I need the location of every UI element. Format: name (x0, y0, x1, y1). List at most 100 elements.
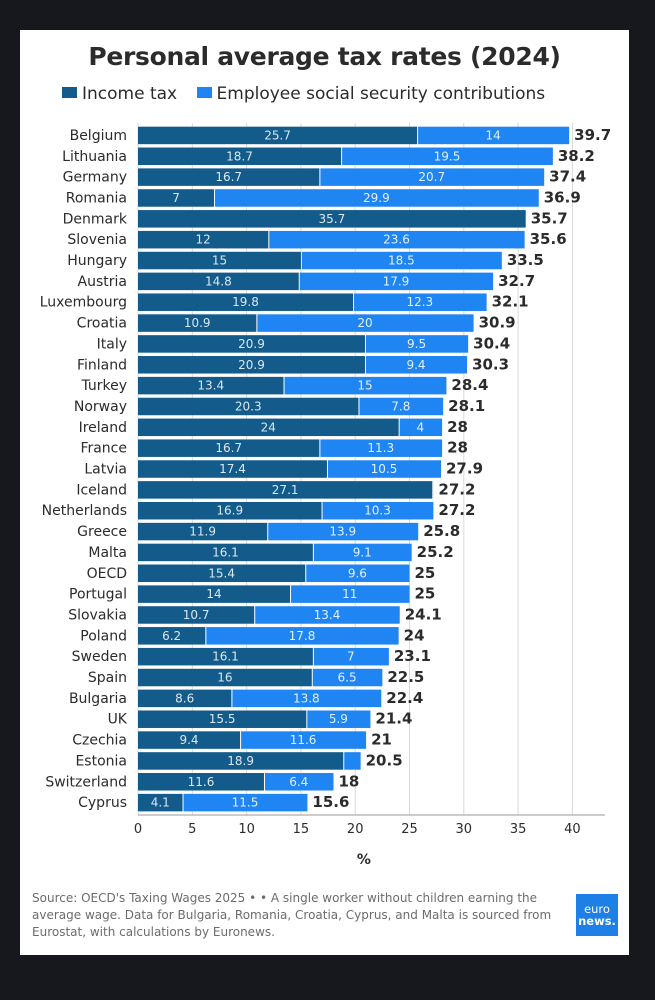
data-label-income: 16 (217, 671, 232, 685)
data-label-total: 39.7 (574, 126, 611, 144)
bar-income (138, 501, 322, 520)
bar-social (306, 564, 410, 583)
data-label-income: 16.7 (215, 170, 242, 184)
data-label-social: 6.5 (338, 671, 357, 685)
data-label-total: 28 (447, 439, 468, 457)
bar-income (138, 147, 342, 166)
x-axis-label: % (357, 852, 371, 868)
category-label: Ireland (79, 420, 127, 436)
bar-social (255, 606, 400, 624)
category-label: Croatia (77, 316, 127, 332)
data-label-social: 9.6 (348, 566, 367, 580)
data-label-total: 27.9 (446, 460, 483, 478)
data-label-social: 9.1 (353, 545, 372, 559)
legend-swatch-income (62, 87, 77, 98)
category-label: Hungary (67, 253, 127, 269)
data-label-social: 11 (342, 587, 357, 601)
data-label-income: 16.1 (212, 650, 239, 664)
category-label: Romania (66, 190, 127, 206)
data-label-income: 27.1 (272, 483, 299, 497)
x-tick-label: 40 (564, 822, 581, 837)
x-tick-label: 25 (401, 822, 418, 837)
data-label-income: 12 (196, 233, 211, 247)
data-label-total: 25.8 (423, 522, 460, 540)
data-label-social: 13.9 (329, 525, 356, 539)
bar-income (138, 356, 365, 374)
data-label-social: 17.9 (383, 274, 410, 288)
data-label-social: 13.8 (293, 691, 320, 705)
data-label-income: 16.7 (215, 441, 242, 455)
data-label-income: 15.5 (209, 712, 236, 726)
bar-income (138, 460, 327, 478)
bar-social (354, 293, 487, 311)
data-label-social: 9.4 (406, 358, 425, 372)
data-label-income: 6.2 (162, 629, 181, 643)
data-label-income: 20.9 (238, 358, 265, 372)
data-label-social: 4 (417, 420, 425, 434)
data-label-social: 20.7 (418, 170, 445, 184)
bar-income (138, 481, 433, 499)
bar-social (206, 627, 399, 645)
category-label: Denmark (63, 211, 128, 227)
bar-social (313, 647, 389, 666)
bar-income (138, 668, 312, 687)
data-label-total: 32.7 (498, 272, 535, 290)
category-label: Greece (77, 524, 127, 540)
category-label: Portugal (69, 587, 127, 603)
bar-social (264, 773, 334, 791)
data-label-income: 4.1 (151, 796, 170, 810)
bar-social (301, 251, 502, 270)
bar-social (183, 793, 308, 812)
data-label-social: 14 (485, 128, 500, 142)
data-label-total: 37.4 (549, 168, 586, 186)
category-label: Iceland (76, 482, 127, 498)
data-label-total: 25 (415, 564, 436, 582)
bar-income (138, 272, 299, 291)
legend: Income tax Employee social security cont… (62, 84, 559, 104)
category-label: OECD (87, 566, 127, 582)
category-label: Sweden (72, 649, 127, 665)
data-label-social: 23.6 (383, 233, 410, 247)
bar-income (138, 397, 359, 416)
data-label-total: 27.2 (438, 480, 475, 498)
bar-income (138, 627, 206, 645)
data-label-income: 7 (172, 191, 180, 205)
category-label: UK (108, 712, 128, 728)
bar-social (418, 126, 570, 145)
legend-item-social: Employee social security contributions (196, 84, 545, 104)
bar-income (138, 230, 269, 249)
data-label-income: 16.1 (212, 545, 239, 559)
category-label: Poland (80, 628, 127, 644)
legend-item-income: Income tax (62, 84, 177, 104)
data-label-total: 22.5 (387, 668, 424, 686)
category-label: Slovenia (67, 232, 127, 248)
bar-social (327, 460, 442, 478)
bar-income (138, 773, 264, 791)
data-label-total: 21.4 (375, 710, 412, 728)
category-label: Slovakia (68, 607, 127, 623)
bar-chart: 0 5 10 15 20 25 30 35 40% Belgium 25.7 14 39.7 Lithua… (40, 123, 611, 868)
category-label: Cyprus (78, 795, 127, 811)
data-label-total: 36.9 (544, 188, 581, 206)
bar-social (307, 710, 371, 728)
category-label: Germany (63, 170, 127, 186)
data-label-total: 22.4 (386, 689, 423, 707)
data-label-income: 35.7 (318, 212, 345, 226)
bar-income (138, 210, 526, 228)
x-tick-label: 5 (188, 822, 196, 837)
bar-income (138, 752, 344, 770)
data-label-total: 28.4 (451, 376, 488, 394)
data-label-social: 7.8 (391, 399, 410, 413)
bar-social (268, 522, 419, 541)
category-label: Estonia (75, 753, 127, 769)
data-label-social: 20 (357, 316, 372, 330)
category-label: Netherlands (42, 503, 127, 519)
bar-social (232, 689, 382, 708)
data-label-income: 10.9 (184, 316, 211, 330)
data-label-social: 11.3 (367, 441, 394, 455)
data-label-income: 10.7 (183, 608, 210, 622)
x-tick-label: 0 (134, 822, 142, 837)
category-label: Spain (88, 670, 127, 686)
bar-social (342, 147, 553, 166)
bar-income (138, 168, 320, 186)
